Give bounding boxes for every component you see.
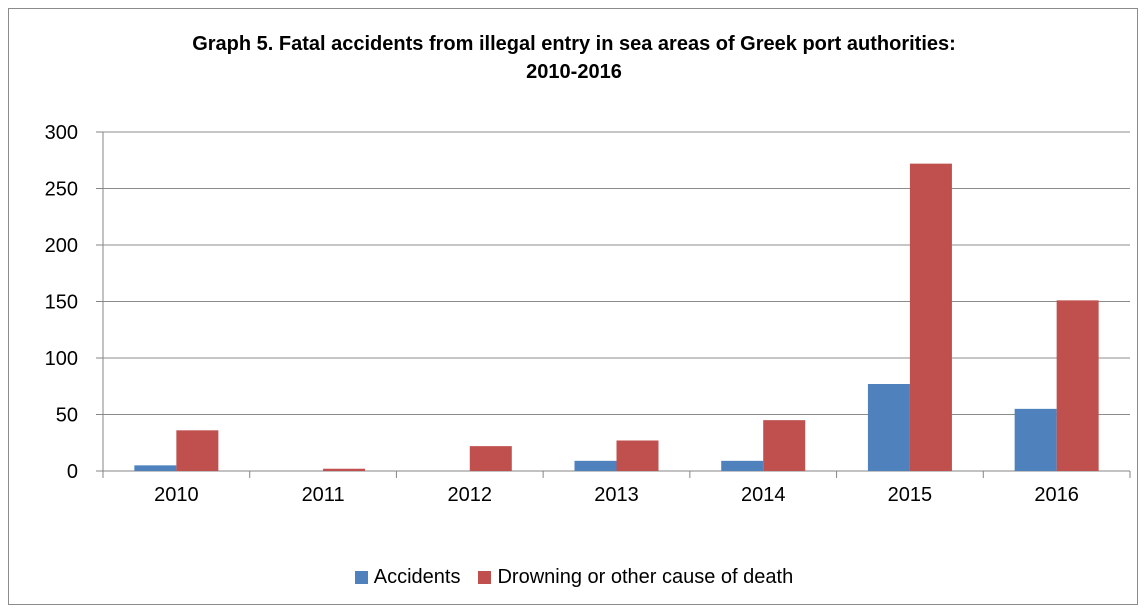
x-tick-label: 2011 — [302, 484, 345, 506]
bar-accidents — [867, 383, 910, 471]
y-tick-label: 200 — [45, 235, 78, 257]
x-tick-label: 2012 — [448, 484, 493, 506]
legend-swatch-accidents — [354, 571, 368, 584]
x-tick-label: 2010 — [154, 484, 199, 506]
legend-item-drowning: Drowning or other cause of death — [478, 566, 793, 589]
bar-accidents — [134, 465, 177, 471]
x-tick-label: 2014 — [741, 484, 786, 506]
x-tick-label: 2015 — [888, 484, 933, 506]
bar-drowning — [1056, 300, 1099, 471]
bar-drowning — [176, 430, 219, 471]
x-tick-label: 2013 — [594, 484, 639, 506]
chart-legend: Accidents Drowning or other cause of dea… — [0, 566, 1148, 589]
y-tick-label: 100 — [45, 348, 78, 370]
chart-title: Graph 5. Fatal accidents from illegal en… — [0, 30, 1148, 86]
legend-label-drowning: Drowning or other cause of death — [497, 566, 794, 588]
legend-item-accidents: Accidents — [354, 566, 461, 589]
x-tick-label: 2016 — [1034, 484, 1079, 506]
bar-accidents — [721, 460, 764, 471]
chart-title-line-1: Graph 5. Fatal accidents from illegal en… — [192, 33, 956, 55]
legend-label-accidents: Accidents — [373, 566, 461, 588]
chart-title-line-2: 2010-2016 — [526, 61, 622, 83]
bar-drowning — [323, 468, 366, 471]
legend-swatch-drowning — [478, 571, 492, 584]
bar-accidents — [1014, 408, 1057, 471]
y-tick-label: 150 — [45, 292, 78, 314]
bar-drowning — [763, 420, 806, 471]
y-tick-label: 300 — [45, 122, 78, 144]
y-tick-label: 250 — [45, 179, 78, 201]
bar-drowning — [616, 440, 659, 471]
bar-accidents — [574, 460, 617, 471]
y-tick-label: 50 — [56, 405, 78, 427]
bar-drowning — [469, 446, 512, 471]
bar-drowning — [909, 163, 952, 471]
y-tick-label: 0 — [67, 461, 78, 483]
